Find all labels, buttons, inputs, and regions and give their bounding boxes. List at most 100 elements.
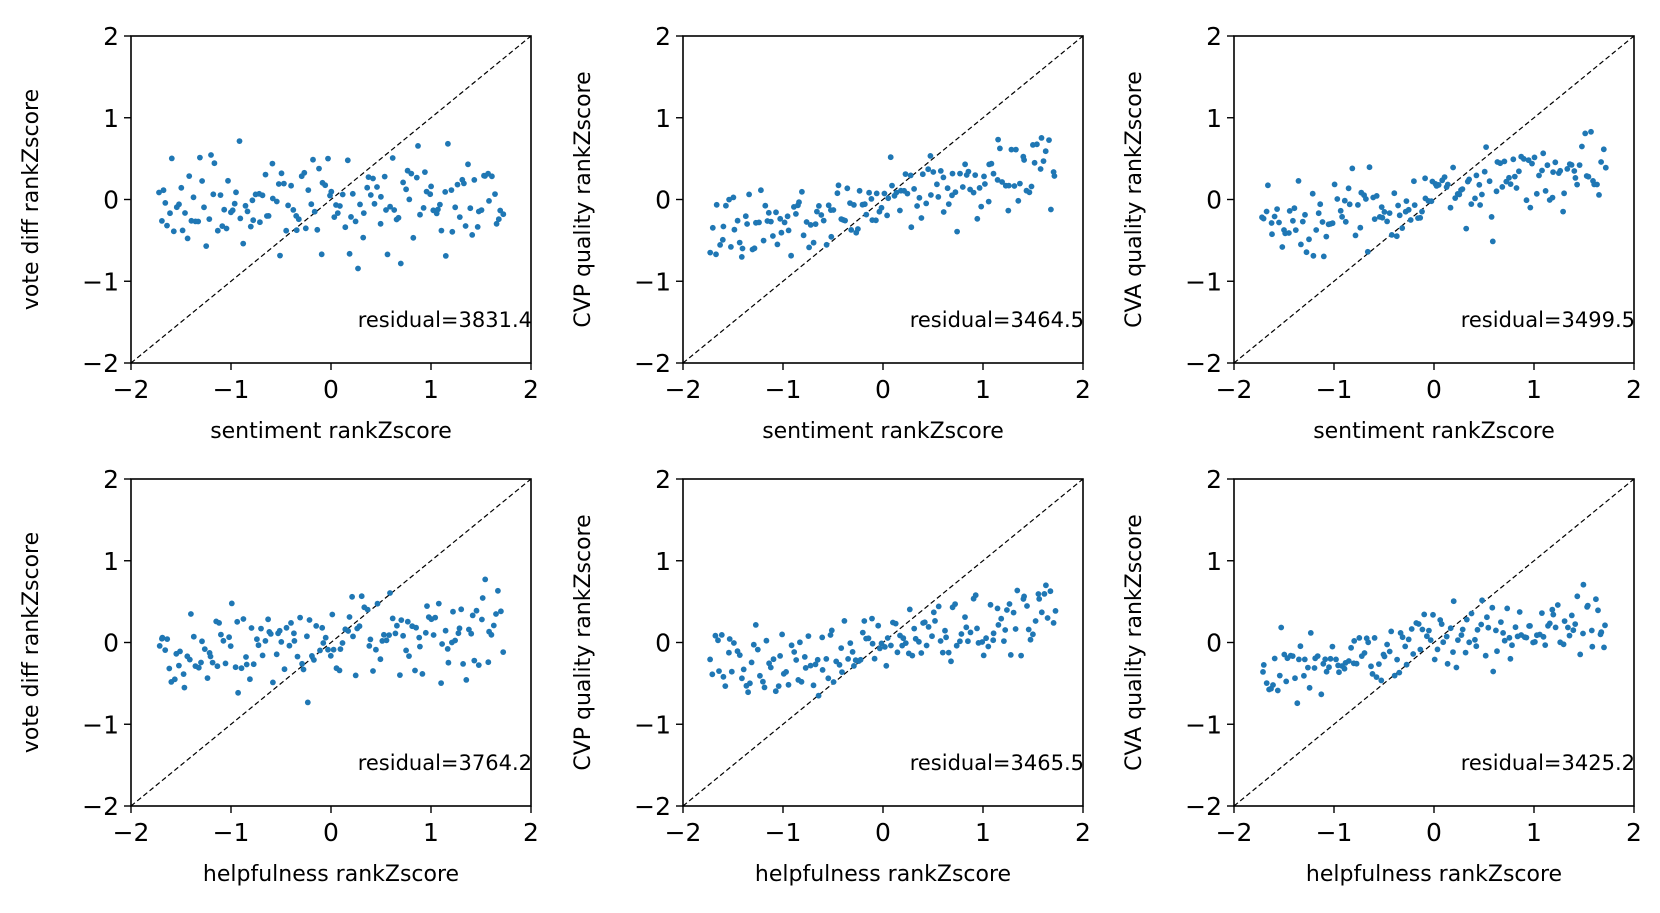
- data-point: [707, 249, 714, 256]
- data-point: [1459, 626, 1466, 633]
- data-point: [345, 628, 352, 634]
- data-point: [1306, 684, 1313, 691]
- data-point: [878, 204, 885, 211]
- data-point: [285, 202, 291, 209]
- data-point: [781, 219, 788, 226]
- data-point: [458, 606, 465, 613]
- data-point: [374, 184, 380, 190]
- data-point: [760, 678, 766, 685]
- data-point: [1336, 669, 1342, 676]
- data-point: [176, 201, 182, 208]
- data-point: [923, 642, 930, 649]
- data-point: [746, 191, 752, 198]
- data-point: [1574, 181, 1580, 188]
- data-point: [203, 243, 210, 250]
- data-point: [366, 643, 373, 649]
- y-tick-label: 2: [1206, 465, 1222, 494]
- data-point: [500, 211, 507, 218]
- data-point: [358, 593, 365, 600]
- data-point: [1276, 672, 1283, 679]
- data-point: [439, 641, 445, 647]
- subplot-3: −2 −1 0 1 2 −2 −1 0 1 2 sentiment rankZscore CVA qu…: [1122, 22, 1642, 444]
- data-point: [978, 203, 985, 210]
- data-point: [953, 642, 960, 649]
- data-point: [463, 677, 470, 683]
- data-point: [1473, 643, 1480, 650]
- data-point: [208, 152, 214, 158]
- data-point: [1506, 634, 1513, 641]
- data-point: [908, 224, 915, 231]
- data-point: [900, 635, 907, 642]
- data-point: [1329, 643, 1336, 650]
- x-tick-label: 0: [1426, 818, 1442, 847]
- data-point: [1511, 173, 1518, 180]
- y-tick-label: 0: [103, 186, 119, 215]
- data-point: [1570, 627, 1577, 634]
- data-point: [972, 172, 979, 179]
- data-point: [1520, 156, 1527, 162]
- data-point: [1381, 209, 1388, 215]
- data-point: [763, 637, 770, 644]
- data-point: [942, 627, 948, 634]
- data-point: [1353, 660, 1360, 667]
- y-axis-label: CVA quality rankZscore: [1122, 514, 1147, 771]
- data-point: [226, 634, 233, 641]
- x-axis-label: helpfulness rankZscore: [1306, 862, 1562, 887]
- data-point: [713, 251, 719, 258]
- data-point: [467, 205, 474, 212]
- data-point: [201, 204, 207, 211]
- data-point: [356, 623, 363, 630]
- y-tick-label: 2: [655, 465, 671, 494]
- data-point: [371, 200, 378, 207]
- data-point: [1364, 248, 1371, 255]
- data-point: [181, 684, 188, 691]
- data-point: [1407, 217, 1414, 223]
- data-point: [838, 645, 845, 651]
- data-point: [364, 606, 371, 613]
- data-point: [420, 205, 427, 211]
- data-point: [1568, 612, 1575, 619]
- data-point: [1434, 646, 1441, 653]
- data-point: [221, 206, 228, 213]
- data-point: [384, 251, 391, 258]
- y-tick-label: −1: [634, 267, 671, 296]
- data-point: [360, 234, 367, 241]
- x-tick-label: 2: [523, 818, 539, 847]
- reference-diagonal-line: [1233, 35, 1635, 364]
- y-tick-label: −1: [1185, 267, 1222, 296]
- data-point: [902, 171, 909, 178]
- data-point: [445, 140, 451, 147]
- data-point: [1021, 157, 1027, 163]
- x-tick-label: 1: [1526, 375, 1542, 404]
- data-point: [1479, 191, 1485, 198]
- data-point: [394, 622, 400, 629]
- data-point: [1501, 637, 1508, 644]
- data-point: [1396, 212, 1403, 219]
- data-point: [195, 664, 202, 671]
- data-point: [290, 207, 297, 213]
- y-tick-label: 1: [103, 547, 119, 576]
- data-point: [932, 618, 938, 624]
- data-point: [1341, 197, 1348, 204]
- data-point: [265, 213, 272, 219]
- data-point: [1564, 166, 1571, 172]
- data-point: [257, 219, 263, 226]
- data-point: [1427, 637, 1434, 643]
- data-point: [793, 657, 800, 663]
- data-point: [180, 671, 187, 677]
- data-point: [1339, 213, 1345, 220]
- y-tick-label: 0: [655, 186, 671, 215]
- data-point: [438, 227, 445, 234]
- data-point: [403, 647, 409, 654]
- data-point: [940, 209, 947, 215]
- data-point: [979, 639, 986, 645]
- data-point: [1513, 185, 1520, 191]
- data-point: [485, 659, 492, 666]
- data-point: [1501, 158, 1508, 165]
- data-point: [888, 642, 894, 649]
- data-point: [462, 223, 469, 229]
- data-point: [844, 185, 851, 192]
- data-point: [812, 221, 819, 228]
- data-point: [796, 199, 802, 206]
- data-point: [756, 219, 762, 226]
